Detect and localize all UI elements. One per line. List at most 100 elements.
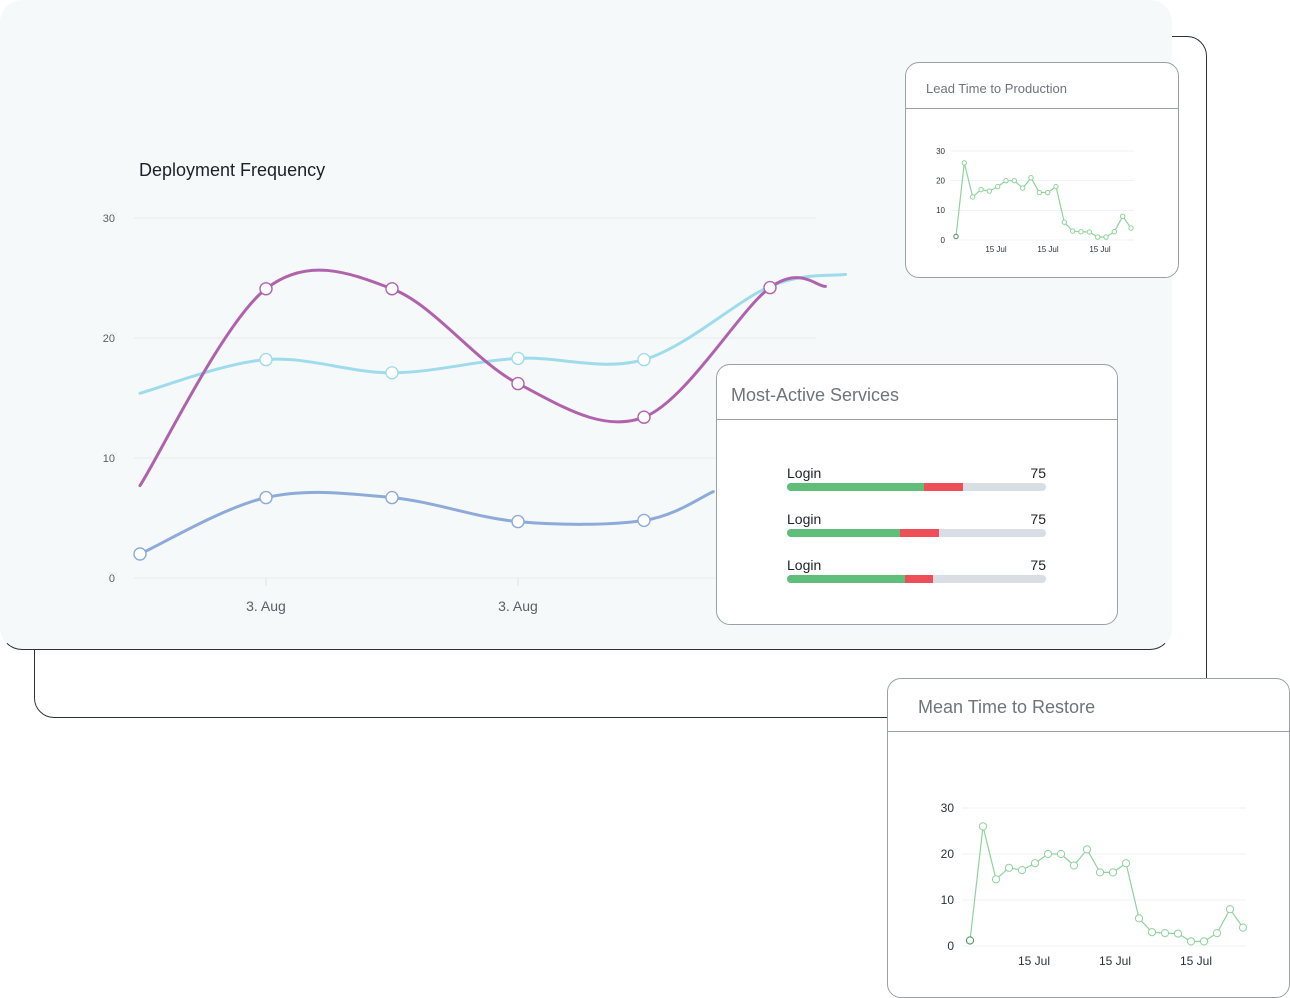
- y-tick-label: 10: [941, 893, 955, 907]
- service-bar-good: [787, 529, 900, 537]
- service-label: Login: [787, 465, 822, 481]
- sparkline: [969, 826, 1244, 942]
- data-point: [1238, 923, 1248, 932]
- x-tick-label: 3. Aug: [246, 598, 286, 614]
- data-point: [978, 186, 984, 193]
- data-point: [1069, 861, 1079, 870]
- mttr-chart: 30 20 10 0 15 Jul 15 Jul 15 Jul: [941, 801, 1248, 968]
- data-point: [1043, 849, 1053, 859]
- data-point: [1004, 863, 1014, 872]
- data-point: [1147, 928, 1157, 937]
- data-point: [1095, 868, 1105, 877]
- data-point: [1003, 177, 1009, 184]
- mttr-title: Mean Time to Restore: [918, 697, 1096, 717]
- data-point: [259, 282, 273, 296]
- service-bar-bad: [904, 575, 934, 583]
- data-point: [1119, 213, 1126, 219]
- data-point: [385, 366, 399, 380]
- data-point: [637, 513, 651, 528]
- data-point: [637, 410, 651, 424]
- data-point: [1078, 228, 1084, 235]
- data-point: [1128, 225, 1134, 231]
- data-point: [965, 936, 975, 945]
- data-point: [1134, 914, 1144, 923]
- data-point: [1017, 866, 1027, 875]
- services-header: Most-Active Services: [717, 365, 1117, 420]
- y-tick-label: 30: [941, 801, 955, 815]
- lead-time-card: Lead Time to Production 30 20 10 0 15 Jul 15 …: [905, 62, 1179, 278]
- data-point: [1111, 228, 1118, 235]
- mean-time-to-restore-card: Mean Time to Restore 30 20 10 0 15 Jul 15 Jul…: [887, 678, 1290, 998]
- data-point: [1061, 219, 1068, 225]
- service-bar-track: [787, 575, 1046, 583]
- data-point: [1121, 859, 1131, 868]
- data-point: [986, 188, 993, 194]
- x-tick-label: 15 Jul: [1180, 954, 1212, 968]
- data-point: [953, 233, 959, 240]
- lead-time-chart: 30 20 10 0 15 Jul 15 Jul 15 Jul: [936, 147, 1134, 254]
- data-point: [511, 514, 525, 529]
- data-point: [1069, 228, 1076, 234]
- data-point: [1030, 859, 1040, 868]
- data-point: [1108, 868, 1118, 877]
- y-tick-label: 0: [109, 573, 115, 585]
- data-point: [259, 352, 273, 367]
- data-point: [133, 547, 147, 561]
- data-point: [1011, 177, 1018, 184]
- data-point: [511, 376, 525, 391]
- service-bar-track: [787, 529, 1046, 537]
- x-tick-label: 15 Jul: [1089, 245, 1111, 254]
- service-row: Login 75: [787, 511, 1046, 541]
- data-point: [969, 194, 976, 200]
- data-point: [1225, 905, 1235, 914]
- data-point: [1056, 849, 1066, 859]
- data-point: [1036, 189, 1043, 196]
- service-row: Login 75: [787, 557, 1046, 587]
- service-bar-bad: [924, 483, 964, 491]
- series-line: [138, 490, 715, 556]
- lead-time-title: Lead Time to Production: [926, 81, 1067, 96]
- service-label: Login: [787, 511, 822, 527]
- data-point: [1173, 929, 1183, 938]
- y-tick-label: 0: [947, 939, 954, 953]
- y-tick-label: 0: [941, 236, 946, 245]
- service-value: 75: [1030, 511, 1046, 527]
- data-point: [1212, 929, 1222, 938]
- y-tick-label: 30: [103, 213, 115, 225]
- data-point: [1086, 229, 1093, 235]
- y-tick-label: 20: [941, 847, 955, 861]
- y-tick-label: 20: [103, 333, 115, 345]
- data-point: [1053, 183, 1059, 190]
- data-point: [1082, 845, 1092, 854]
- y-tick-label: 30: [936, 147, 945, 156]
- data-point: [1019, 185, 1026, 191]
- service-bar-track: [787, 483, 1046, 491]
- data-point: [961, 160, 968, 166]
- x-tick-label: 15 Jul: [985, 245, 1007, 254]
- data-point: [1044, 189, 1051, 196]
- service-label: Login: [787, 557, 822, 573]
- x-tick-label: 15 Jul: [1099, 954, 1131, 968]
- service-value: 75: [1030, 465, 1046, 481]
- service-bar-bad: [899, 529, 939, 537]
- data-point: [385, 490, 399, 505]
- service-value: 75: [1030, 557, 1046, 573]
- x-tick-label: 15 Jul: [1037, 245, 1059, 254]
- data-point: [1103, 234, 1109, 240]
- services-title: Most-Active Services: [731, 385, 900, 405]
- y-tick-label: 20: [936, 176, 945, 185]
- deployment-frequency-chart: 30 20 10 0 3. Aug 3. Aug: [103, 213, 848, 614]
- x-tick-label: 3. Aug: [498, 598, 538, 614]
- data-point: [1199, 937, 1209, 946]
- data-point: [1186, 937, 1196, 946]
- most-active-services-card: Most-Active Services Login 75 Login 75 L…: [716, 364, 1118, 625]
- data-point: [511, 351, 525, 366]
- data-point: [991, 875, 1001, 884]
- service-bar-good: [787, 575, 905, 583]
- data-point: [1028, 175, 1034, 181]
- service-row: Login 75: [787, 465, 1046, 495]
- y-tick-label: 10: [103, 453, 115, 465]
- mttr-header: Mean Time to Restore: [888, 679, 1289, 732]
- data-point: [385, 282, 399, 296]
- data-point: [1094, 234, 1101, 240]
